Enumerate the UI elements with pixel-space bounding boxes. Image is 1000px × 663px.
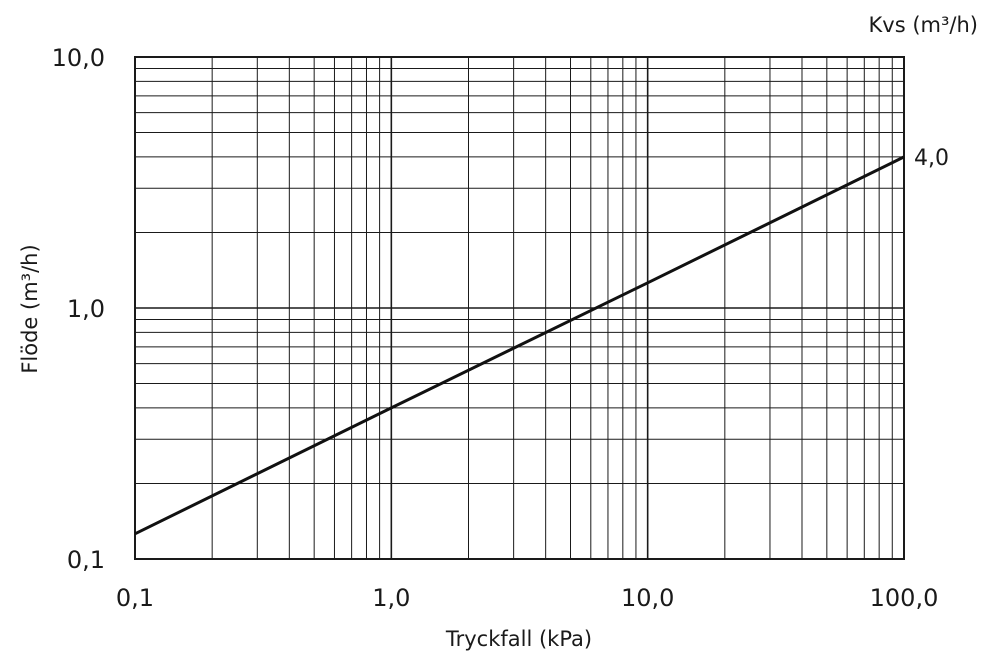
y-axis-title: Flöde (m³/h) [18,244,42,373]
y-tick-label: 10,0 [52,44,105,72]
tick-labels: 0,1 1,0 10,0 100,0 0,1 1,0 10,0 [52,44,939,612]
y-tick-label: 0,1 [67,546,105,574]
x-tick-label: 10,0 [621,584,674,612]
series-label: 4,0 [914,146,949,171]
x-tick-label: 100,0 [870,584,939,612]
series-group: 4,0 [134,146,949,536]
series-line [134,155,905,536]
plot-frame [134,56,905,560]
x-tick-label: 0,1 [116,584,154,612]
grid [134,57,904,560]
y-tick-label: 1,0 [67,295,105,323]
kvs-legend-title: Kvs (m³/h) [869,13,978,37]
x-axis-title: Tryckfall (kPa) [445,627,592,651]
x-tick-label: 1,0 [372,584,410,612]
